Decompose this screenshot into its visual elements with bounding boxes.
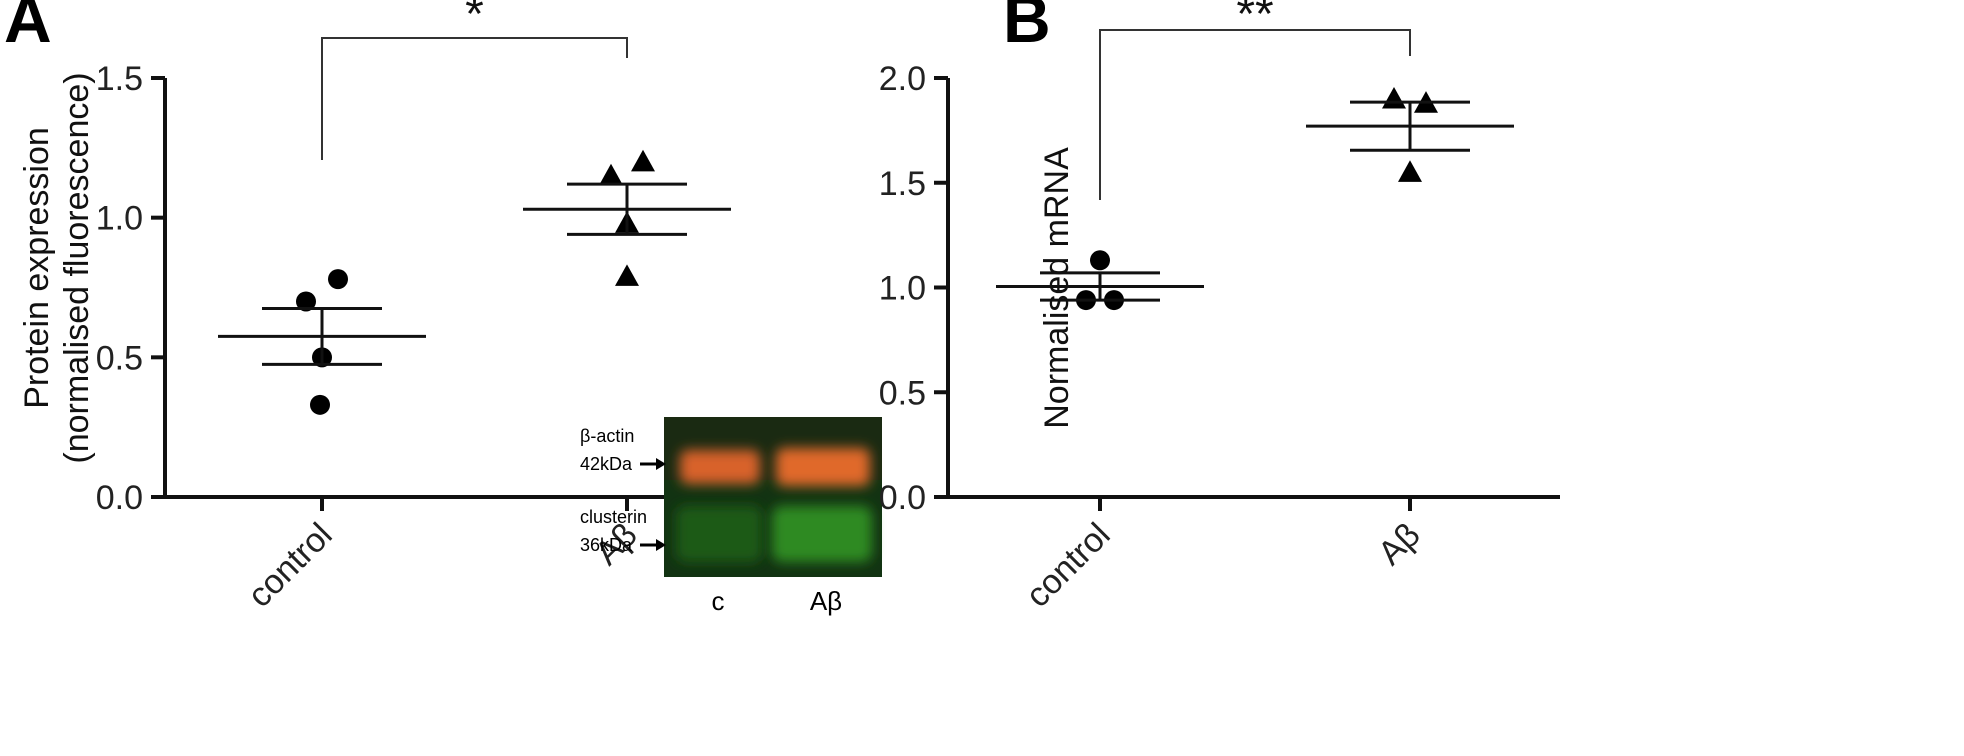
blot-row-actin-size: 42kDa: [580, 454, 633, 474]
blot-lane-abeta: Aβ: [810, 586, 842, 616]
panel-a-data-point: [631, 149, 655, 172]
panel-b-x-tick-label: Aβ: [1371, 516, 1428, 573]
western-blot-inset: β-actin 42kDa clusterin 36kDa c Aβ: [580, 417, 882, 616]
panel-b-y-tick-label: 0.5: [879, 374, 926, 412]
panel-a-y-tick-label: 1.0: [96, 200, 143, 238]
blot-band-clusterin-c: [676, 506, 762, 562]
blot-row-clusterin-name: clusterin: [580, 507, 647, 527]
panel-b-x-tick-label: control: [1019, 516, 1118, 615]
blot-lane-c: c: [712, 586, 725, 616]
panel-a-data-point: [310, 394, 330, 415]
arrow-icon: [640, 458, 666, 470]
panel-a-ylabel-line1: Protein expression: [18, 127, 56, 409]
panel-b-y-tick-label: 1.0: [879, 270, 926, 308]
panel-b-axes: 0.0 0.5 1.0 1.5 2.0 control Aβ: [879, 60, 1560, 615]
panel-b-letter: B: [1003, 0, 1051, 56]
panel-b: B Normalised mRNA 0.00.51.01.52.0control…: [879, 0, 1560, 615]
blot-row-actin-name: β-actin: [580, 426, 634, 446]
blot-band-clusterin-abeta: [772, 506, 872, 562]
panel-a-y-tick-label: 1.5: [96, 60, 143, 98]
blot-band-actin-c: [680, 450, 760, 484]
panel-a-data-point: [599, 163, 623, 186]
panel-b-significance: **: [1236, 0, 1273, 41]
panel-a: A Protein expression (normalised fluores…: [4, 0, 882, 616]
blot-row-clusterin-size: 36kDa: [580, 535, 633, 555]
panel-b-y-tick-label: 1.5: [879, 165, 926, 203]
panel-b-data-point: [1382, 86, 1406, 109]
panel-a-x-tick-label: control: [241, 516, 340, 615]
panel-b-y-tick-label: 2.0: [879, 60, 926, 98]
panel-a-y-tick-label: 0.0: [96, 479, 143, 517]
panel-a-significance: *: [465, 0, 484, 41]
panel-a-ylabel-line2: (normalised fluorescence): [58, 72, 96, 463]
panel-a-data-point: [615, 264, 639, 286]
panel-a-data-point: [328, 269, 348, 290]
panel-b-data-point: [1090, 250, 1110, 271]
arrow-icon: [640, 539, 666, 551]
panel-a-letter: A: [4, 0, 52, 56]
blot-band-actin-abeta: [776, 448, 870, 486]
panel-b-marks: [996, 29, 1514, 311]
panel-b-significance-bracket: [1099, 29, 1411, 200]
panel-b-data-point: [1398, 160, 1422, 182]
panel-b-y-tick-label: 0.0: [879, 479, 926, 517]
panel-a-y-tick-label: 0.5: [96, 339, 143, 377]
panel-a-marks: [218, 37, 731, 415]
panel-a-data-point: [296, 291, 316, 312]
panel-a-significance-bracket: [321, 37, 628, 160]
